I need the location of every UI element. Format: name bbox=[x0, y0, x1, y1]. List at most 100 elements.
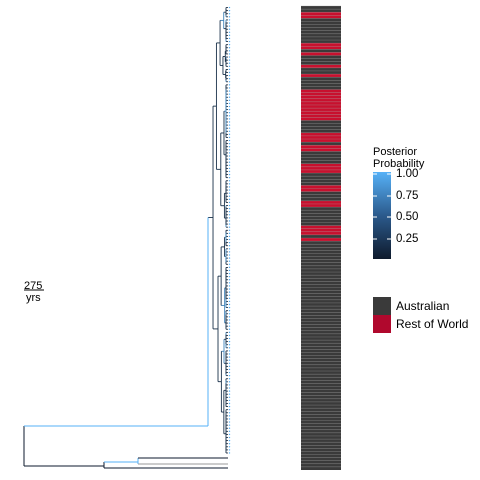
tip-state-cell bbox=[301, 244, 341, 248]
posterior-tick-0-75: 0.75 bbox=[396, 190, 419, 202]
tip-point bbox=[228, 378, 231, 380]
tip-point bbox=[228, 408, 231, 411]
tip-point bbox=[228, 155, 231, 157]
tip-state-cell bbox=[301, 330, 341, 334]
tip-point bbox=[228, 90, 231, 92]
tip-state-cell bbox=[301, 454, 341, 458]
posterior-tick-1-00: 1.00 bbox=[396, 168, 419, 180]
tip-state-cell bbox=[301, 197, 341, 201]
tip-state-cell bbox=[301, 312, 341, 316]
tip-state-cell bbox=[301, 380, 341, 384]
tip-state-cell bbox=[301, 408, 341, 412]
tip-state-cell bbox=[301, 346, 341, 350]
tip-state-cell bbox=[301, 176, 341, 180]
tip-point bbox=[228, 43, 231, 46]
tip-state-cell bbox=[301, 374, 341, 378]
tip-point bbox=[228, 356, 231, 358]
tip-point bbox=[228, 433, 231, 436]
tip-point bbox=[228, 195, 231, 197]
tip-point bbox=[228, 350, 231, 352]
tip-state-cell bbox=[301, 247, 341, 251]
tip-point bbox=[228, 127, 231, 129]
tip-state-cell bbox=[301, 306, 341, 310]
tip-point bbox=[228, 152, 231, 154]
tip-state-cell bbox=[301, 129, 341, 133]
tip-state-cell bbox=[301, 77, 341, 81]
tip-state-cell bbox=[301, 43, 341, 47]
tip-state-cell bbox=[301, 371, 341, 375]
tip-state-cell bbox=[301, 36, 341, 41]
tip-point bbox=[228, 347, 231, 349]
tip-point bbox=[228, 362, 231, 364]
tip-state-cell bbox=[301, 111, 341, 115]
tip-state-cell bbox=[301, 238, 341, 242]
tip-point bbox=[228, 266, 231, 269]
tip-state-cell bbox=[301, 98, 341, 102]
tip-point bbox=[228, 257, 231, 259]
posterior-colorbar-ticks bbox=[373, 173, 391, 240]
legend-label-australian: Australian bbox=[396, 299, 450, 313]
tip-state-cell bbox=[301, 411, 341, 415]
tip-state-cell bbox=[301, 145, 341, 149]
tip-state-cell bbox=[301, 358, 341, 362]
tip-state-cell bbox=[301, 123, 341, 127]
tip-state-cell bbox=[301, 414, 341, 418]
tip-point bbox=[228, 124, 231, 126]
tip-point bbox=[228, 146, 231, 148]
tip-state-cell bbox=[301, 281, 341, 285]
legend-label-rest-of-world: Rest of World bbox=[396, 317, 469, 331]
tip-point bbox=[228, 337, 231, 340]
tip-point bbox=[228, 269, 231, 272]
tip-point bbox=[228, 211, 231, 213]
tip-point bbox=[228, 331, 231, 334]
tip-point bbox=[228, 139, 231, 142]
tip-state-cell bbox=[301, 86, 341, 90]
tip-state-cell bbox=[301, 185, 341, 189]
tip-point bbox=[228, 176, 231, 179]
tip-state-cell bbox=[301, 268, 341, 273]
tip-state-cell bbox=[301, 160, 341, 164]
tip-state-cell bbox=[301, 324, 341, 328]
legend-swatch-rest-of-world bbox=[373, 315, 391, 333]
tip-state-cell bbox=[301, 120, 341, 124]
tip-point bbox=[228, 183, 231, 185]
tip-state-cell bbox=[301, 355, 341, 359]
tip-point bbox=[228, 50, 231, 52]
tip-state-cell bbox=[301, 40, 341, 44]
tip-state-cell bbox=[301, 231, 341, 235]
tip-state-cell bbox=[301, 321, 341, 325]
tip-point bbox=[228, 204, 231, 207]
tip-point bbox=[228, 387, 231, 389]
tip-point bbox=[228, 412, 231, 414]
tip-point bbox=[228, 59, 231, 61]
tip-state-cell bbox=[301, 256, 341, 260]
tip-point bbox=[228, 198, 231, 201]
tip-state-cell bbox=[301, 213, 341, 217]
tip-point bbox=[228, 399, 231, 402]
tip-state-cell bbox=[301, 21, 341, 25]
tip-point bbox=[228, 13, 231, 15]
tip-state-cell bbox=[301, 327, 341, 331]
tip-state-cell bbox=[301, 272, 341, 276]
tip-point bbox=[228, 47, 231, 49]
tip-state-cell bbox=[301, 225, 341, 229]
tip-state-cell bbox=[301, 148, 341, 152]
tip-state-cell bbox=[301, 429, 341, 433]
tip-state-cell bbox=[301, 275, 341, 279]
tip-state-cell bbox=[301, 318, 341, 322]
tip-state-cell bbox=[301, 241, 341, 245]
tip-state-cell bbox=[301, 250, 341, 254]
tip-point bbox=[228, 40, 231, 43]
tip-state-cell bbox=[301, 364, 341, 368]
tip-state-cell bbox=[301, 420, 341, 424]
tip-point bbox=[228, 251, 231, 253]
tip-state-cell bbox=[301, 74, 341, 78]
tip-point bbox=[228, 19, 231, 21]
tip-state-cell bbox=[301, 222, 341, 226]
tip-state-cell bbox=[301, 70, 341, 75]
tip-point bbox=[228, 365, 231, 368]
tip-point bbox=[228, 170, 231, 173]
tip-state-cell bbox=[301, 343, 341, 347]
tip-state-cell bbox=[301, 219, 341, 223]
